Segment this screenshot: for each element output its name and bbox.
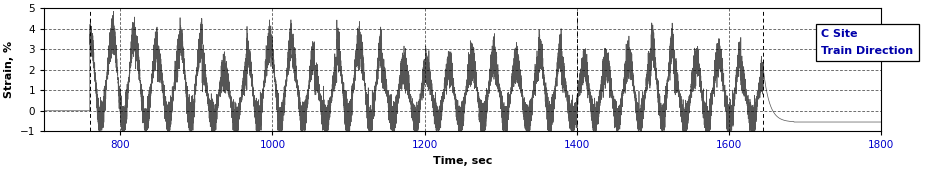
Text: C Site
Train Direction: C Site Train Direction: [821, 29, 913, 56]
X-axis label: Time, sec: Time, sec: [433, 156, 493, 166]
Y-axis label: Strain, %: Strain, %: [4, 41, 14, 98]
